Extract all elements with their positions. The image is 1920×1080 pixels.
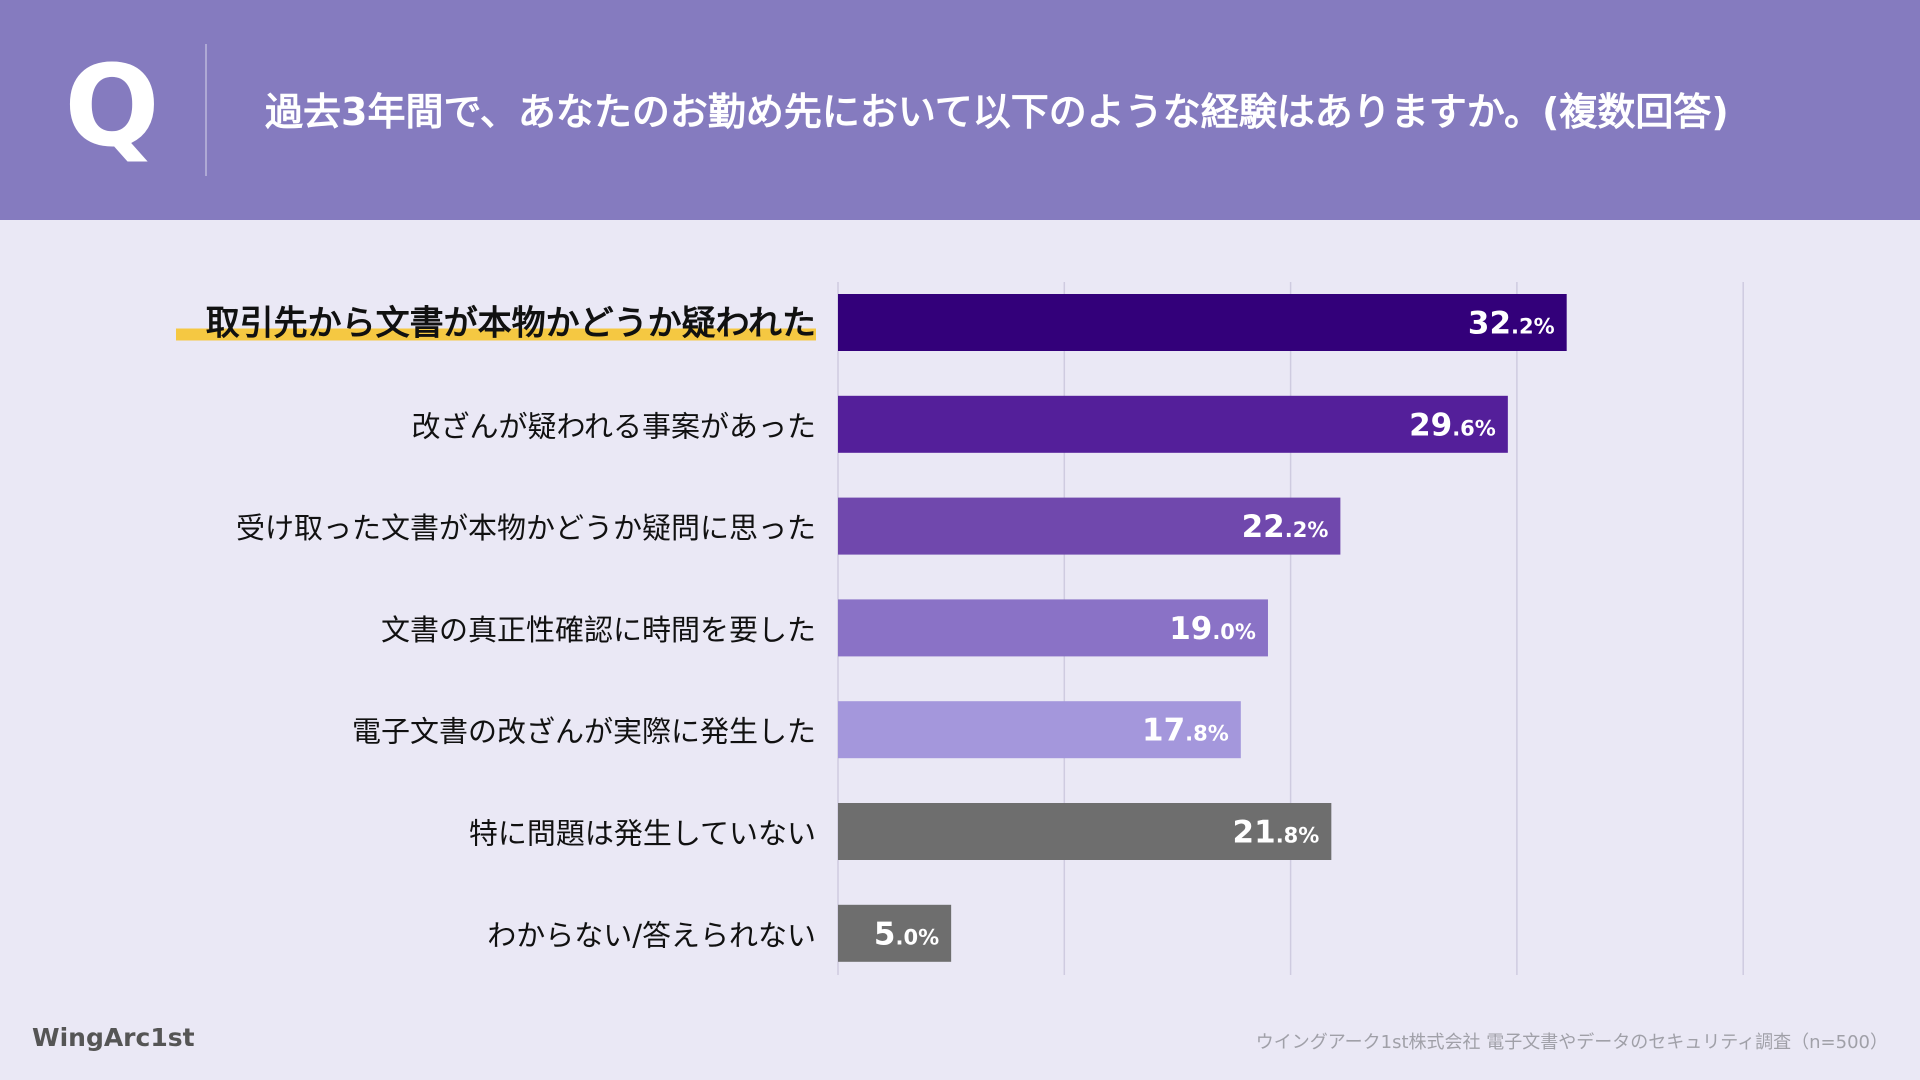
bar	[838, 803, 1332, 860]
data-label: 29.6%	[1409, 407, 1496, 443]
data-label: 21.8%	[1233, 815, 1320, 851]
wingarc-logo: WingArc1st	[32, 1023, 195, 1052]
data-label: 5.0%	[874, 916, 939, 952]
label-highlight	[176, 328, 816, 341]
category-label: 取引先から文書が本物かどうか疑われた	[206, 304, 816, 344]
bar-chart: 取引先から文書が本物かどうか疑われた 32.2% 改ざんが疑われる事案があった 29.…	[176, 282, 1744, 975]
bar	[838, 701, 1241, 759]
data-label: 32.2%	[1468, 306, 1555, 342]
header-divider	[205, 44, 207, 176]
bar	[838, 294, 1567, 351]
category-label: 特に問題は発生していない	[469, 817, 816, 851]
data-label: 17.8%	[1142, 713, 1229, 749]
category-label: 受け取った文書が本物かどうか疑問に思った	[236, 511, 816, 545]
bar	[838, 395, 1508, 453]
category-label: 文書の真正性確認に時間を要した	[381, 613, 816, 647]
category-label: 改ざんが疑われる事案があった	[411, 409, 816, 443]
bar	[838, 904, 952, 962]
question-text: 過去3年間で、あなたのお勤め先において以下のような経験はありますか。(複数回答)	[265, 90, 1729, 134]
data-label: 22.2%	[1242, 509, 1329, 545]
bar	[838, 497, 1341, 555]
category-label: わからない/答えられない	[487, 918, 816, 952]
source-note: ウイングアーク1st株式会社 電子文書やデータのセキュリティ調査（n=500）	[1255, 1032, 1888, 1053]
q-mark: Q	[64, 42, 160, 172]
question-header: Q 過去3年間で、あなたのお勤め先において以下のような経験はありますか。(複数回…	[0, 0, 1920, 220]
bar	[838, 599, 1268, 657]
data-label: 19.0%	[1169, 611, 1256, 647]
category-label: 電子文書の改ざんが実際に発生した	[352, 715, 816, 749]
